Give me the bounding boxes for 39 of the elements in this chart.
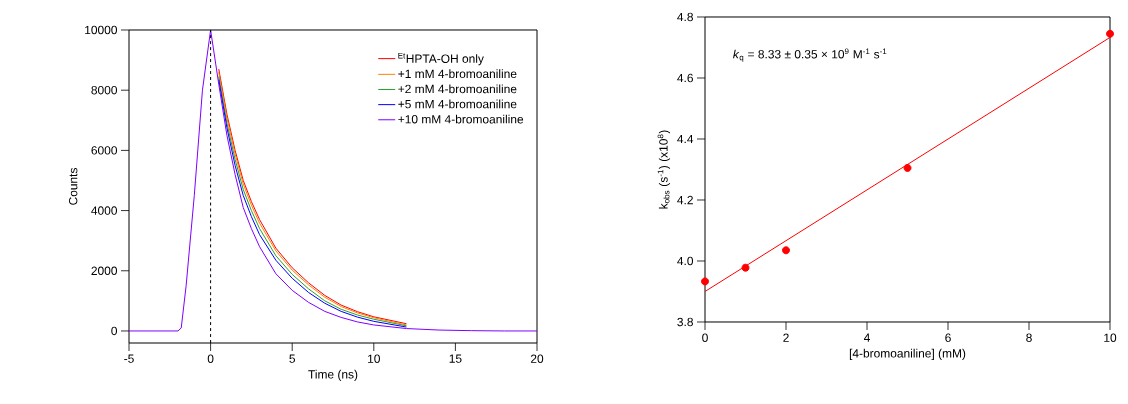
y-axis-title: Counts [68, 167, 78, 205]
legend-label: +1 mM 4-bromoaniline [398, 69, 517, 79]
y-tick-label: 3.8 [677, 317, 693, 327]
x-tick-label: -5 [124, 354, 134, 363]
y-axis-title: k$_{obs}$ (s$^{-1}$) (x10$^{8}$) [657, 130, 671, 209]
x-tick-label: 10 [1104, 333, 1117, 342]
x-tick-label: 20 [530, 354, 544, 363]
x-tick-label: 10 [368, 354, 380, 363]
y-tick-label: 4.8 [677, 12, 693, 22]
annotation: k$_{q}$ = 8.33 ± 0.35 × 10$^{9}$ M$^{-1}$ s$^{-1}$ [733, 48, 887, 62]
x-tick-label: 15 [449, 354, 462, 363]
y-tick-label: 4.6 [677, 73, 693, 83]
x-tick-label: 2 [783, 333, 789, 342]
point [782, 246, 791, 255]
y-tick-label: 6000 [91, 146, 118, 155]
y-tick-label: 8000 [91, 85, 118, 95]
point [741, 263, 750, 272]
y-tick-label: 2000 [91, 266, 118, 275]
x-tick-label: 0 [207, 354, 214, 363]
y-tick-label: 4.2 [677, 195, 693, 205]
x-axis-title: [4-bromoaniline] (mM) [849, 348, 966, 360]
x-tick-label: 4 [863, 333, 870, 342]
legend-label: +5 mM 4-bromoaniline [398, 99, 517, 109]
x-tick-label: 0 [702, 333, 708, 342]
x-tick-label: 8 [1026, 333, 1032, 342]
y-tick-label: 4.0 [677, 256, 694, 266]
legend-label: +2 mM 4-bromoaniline [398, 84, 517, 94]
x-tick-label: 6 [945, 333, 951, 342]
x-tick-label: 5 [289, 354, 296, 363]
point [1106, 29, 1115, 38]
y-tick-label: 10000 [85, 25, 118, 35]
line-series [128, 29, 538, 332]
y-tick-label: 4000 [91, 206, 118, 215]
y-tick-label: 4.4 [677, 134, 694, 144]
point [701, 277, 710, 286]
x-axis-title: Time (ns) [308, 369, 358, 381]
legend-label: $^{Et}$HPTA-OH only [398, 52, 484, 66]
point [903, 163, 912, 172]
legend-label: +10 mM 4-bromoaniline [398, 114, 524, 124]
